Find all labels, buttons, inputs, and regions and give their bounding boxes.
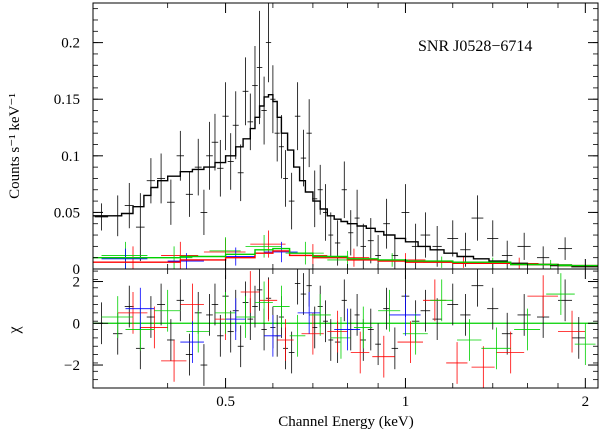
x-tick-label: 2 [582,394,590,410]
residual-panel-frame [92,268,599,389]
x-tick-label: 1 [402,394,410,410]
spectrum-ytick-label: 0 [73,262,81,278]
spectrum-y-axis-label: Counts s⁻¹ keV⁻¹ [7,93,23,199]
spectrum-panel: 0 0.05 0.1 0.15 0.2 SNR J0528−6714 Counts s⁻… [7,2,599,278]
residual-ytick-label: 0 [73,316,81,332]
residual-ytick-label: 2 [73,275,81,291]
source-annotation: SNR J0528−6714 [418,38,532,55]
spectrum-series-3 [101,241,298,269]
spectrum-ytick-label: 0.2 [61,36,80,52]
x-axis-label: Channel Energy (keV) [278,414,414,430]
residual-panel: −2 0 2 0.5 1 2 χ Channel Energy (keV) [6,268,599,430]
residual-y-axis-label: χ [6,326,23,335]
x-tick-label: 0.5 [216,394,235,410]
residual-series-3 [125,287,421,363]
residual-ticks: −2 0 2 0.5 1 2 [64,269,598,410]
residual-data-layer [93,269,598,388]
spectrum-ytick-label: 0.15 [54,92,80,108]
spectrum-series-0 [94,3,573,269]
residual-series-0 [94,269,586,386]
spectrum-model-1 [93,250,598,267]
spectrum-model-0 [93,94,598,268]
spectrum-ytick-label: 0.1 [61,149,80,165]
spectrum-ticks: 0 0.05 0.1 0.15 0.2 [54,3,598,278]
spectrum-ytick-label: 0.05 [54,205,80,221]
residual-ytick-label: −2 [64,358,80,374]
residual-series-2 [101,273,596,370]
spectrum-model-2 [93,247,598,267]
